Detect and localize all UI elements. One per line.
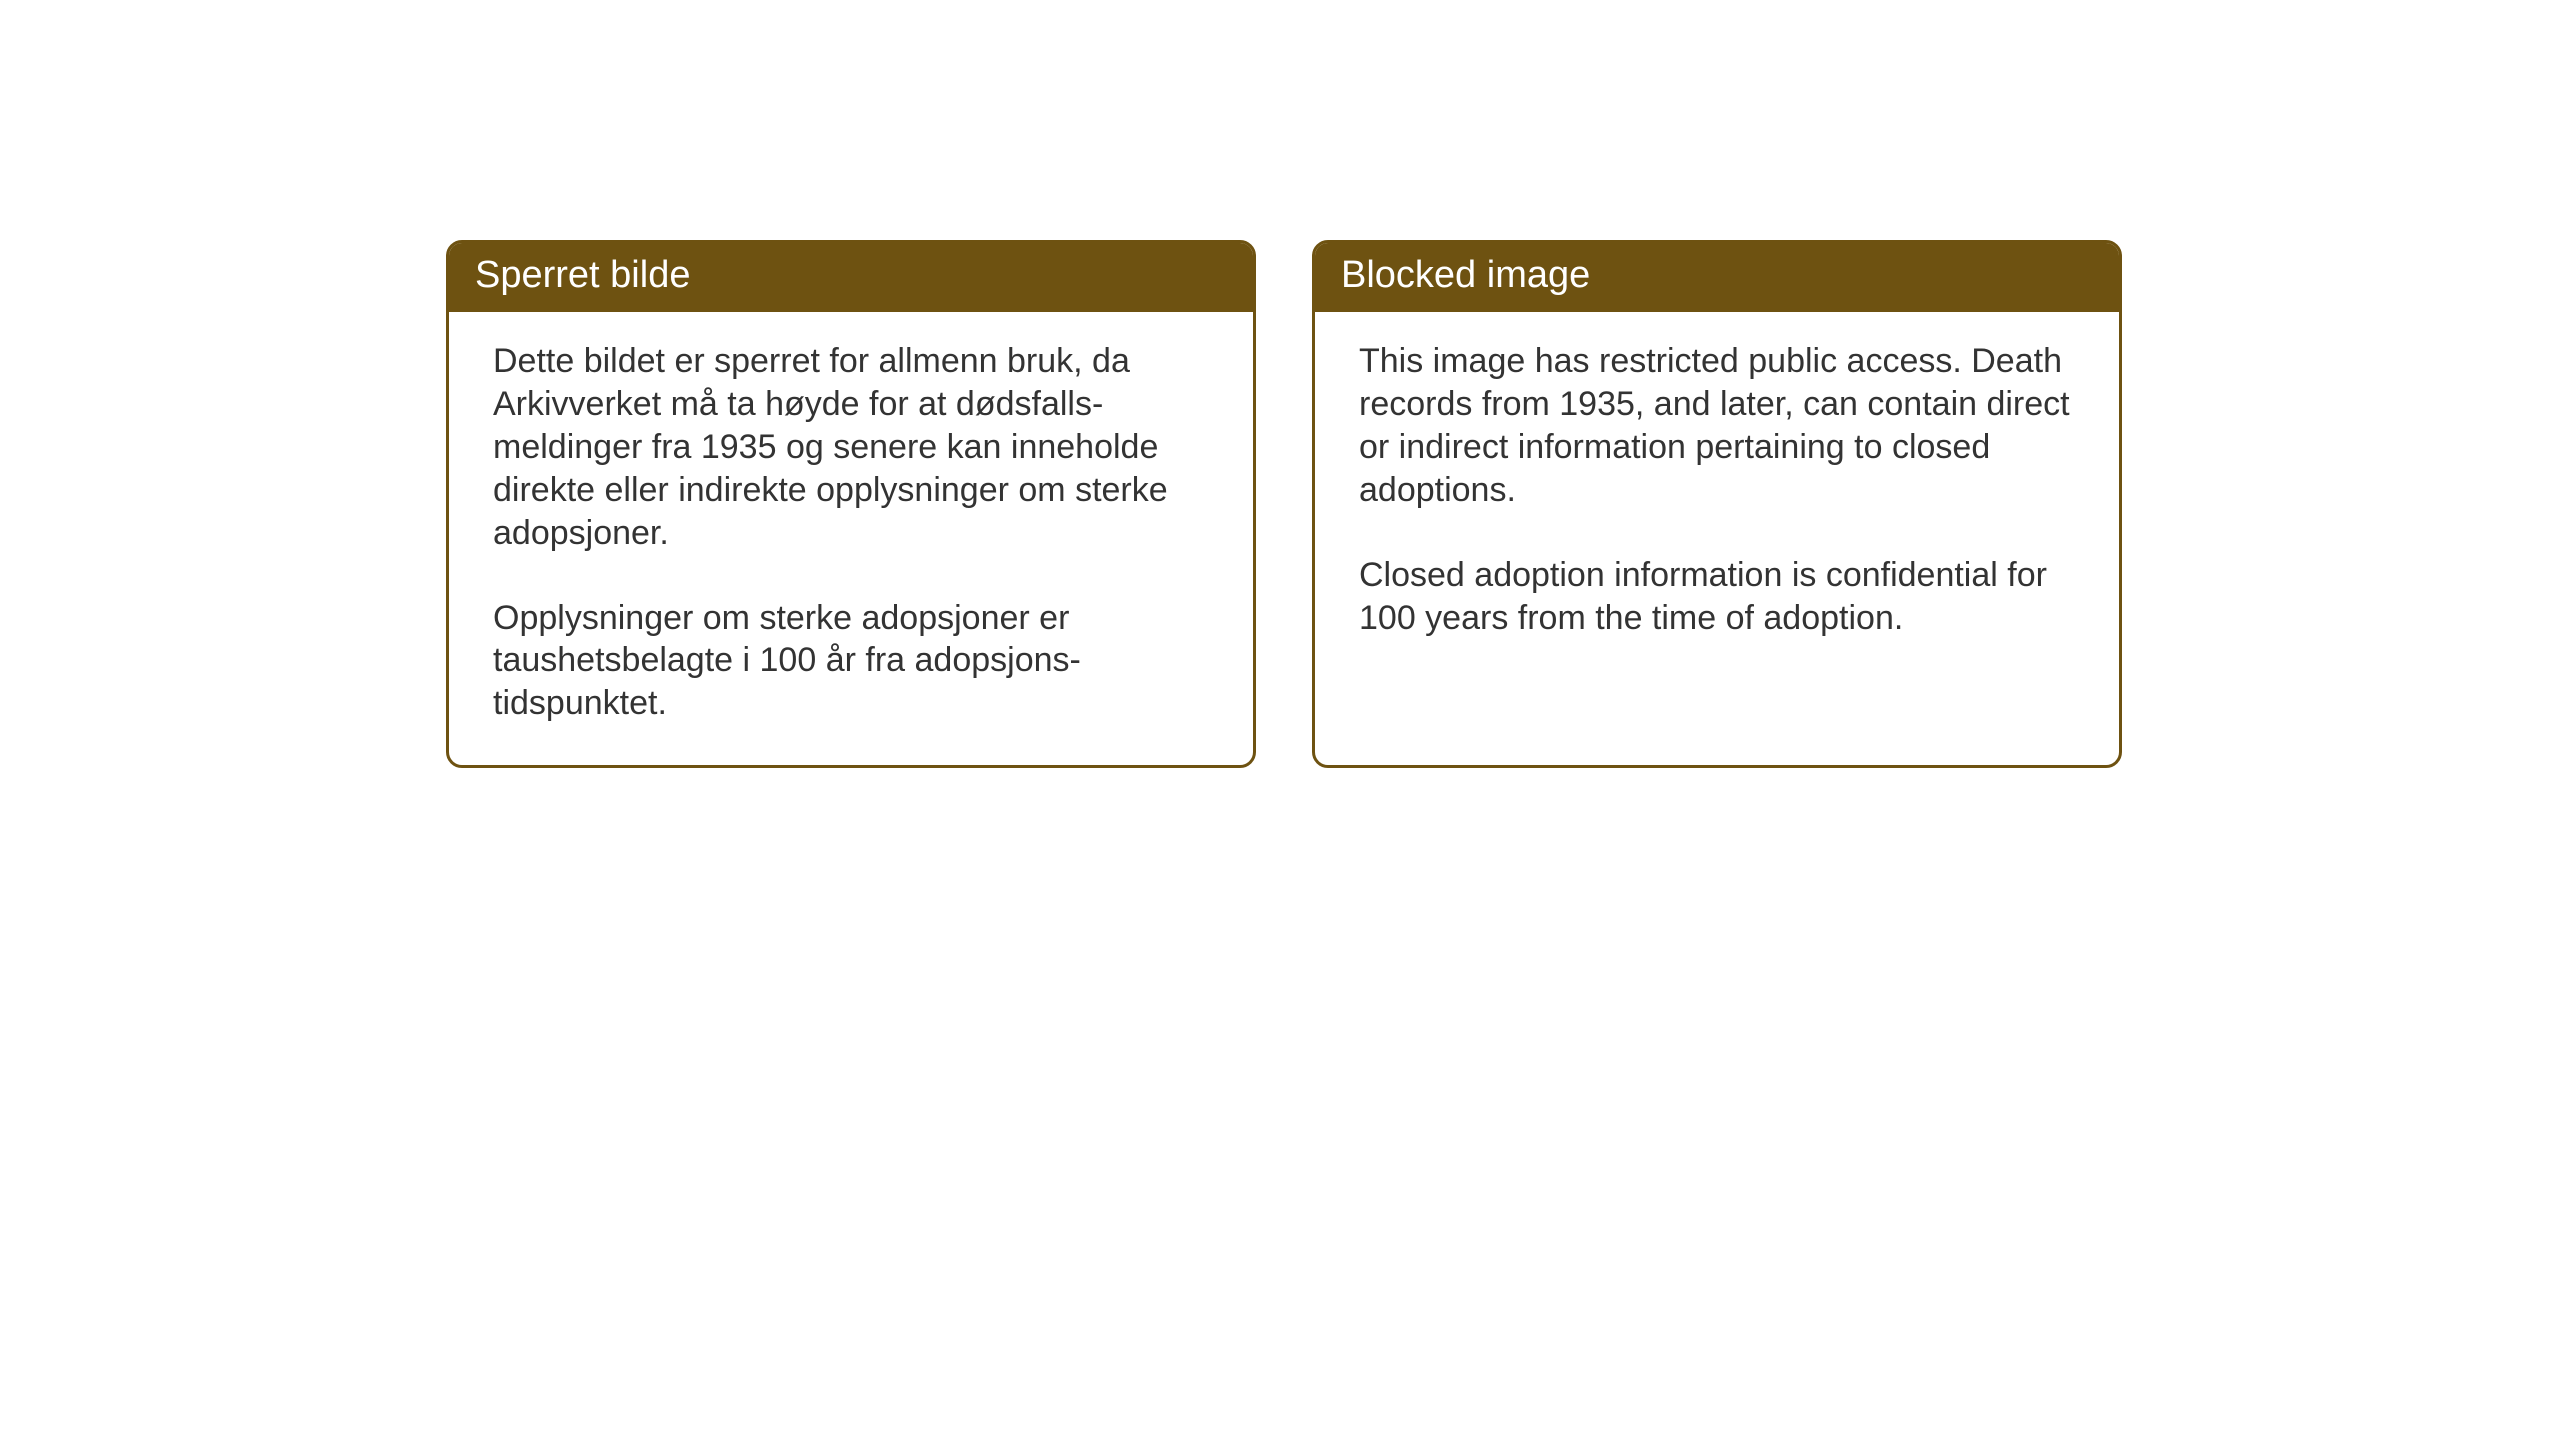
card-header-english: Blocked image — [1315, 243, 2119, 312]
card-paragraph: Opplysninger om sterke adopsjoner er tau… — [493, 597, 1209, 725]
card-paragraph: Closed adoption information is confident… — [1359, 554, 2075, 640]
card-title: Sperret bilde — [475, 254, 690, 296]
notice-cards-container: Sperret bilde Dette bildet er sperret fo… — [446, 240, 2122, 768]
card-body-english: This image has restricted public access.… — [1315, 312, 2119, 702]
card-paragraph: This image has restricted public access.… — [1359, 340, 2075, 511]
card-body-norwegian: Dette bildet er sperret for allmenn bruk… — [449, 312, 1253, 765]
notice-card-norwegian: Sperret bilde Dette bildet er sperret fo… — [446, 240, 1256, 768]
card-header-norwegian: Sperret bilde — [449, 243, 1253, 312]
card-title: Blocked image — [1341, 254, 1590, 296]
notice-card-english: Blocked image This image has restricted … — [1312, 240, 2122, 768]
card-paragraph: Dette bildet er sperret for allmenn bruk… — [493, 340, 1209, 554]
